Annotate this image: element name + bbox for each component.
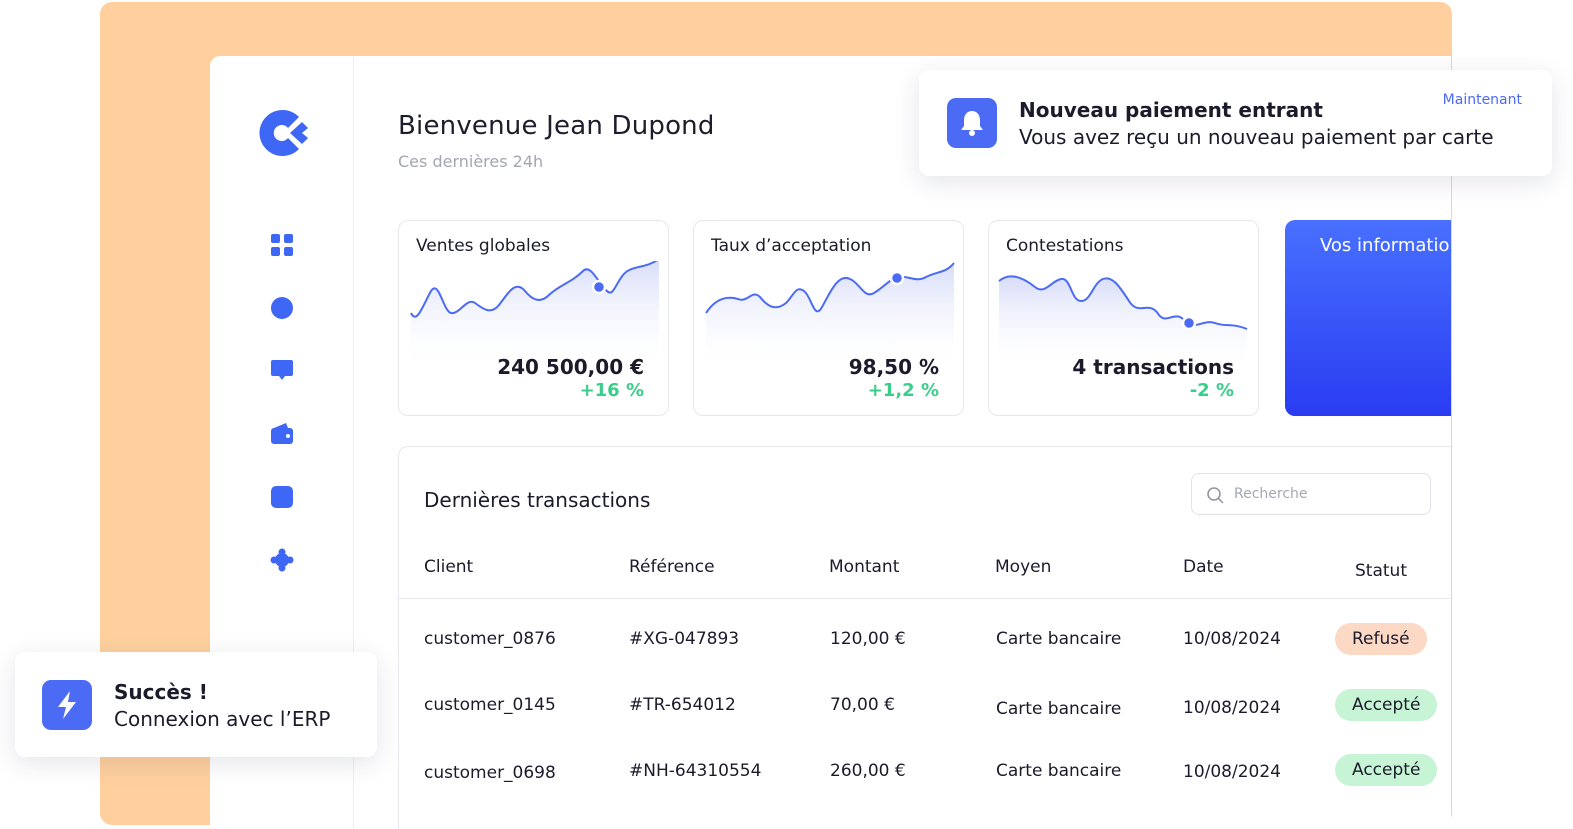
stat-card-title: Contestations — [1006, 236, 1124, 256]
cell-reference: #NH-64310554 — [629, 761, 762, 781]
notification-title: Nouveau paiement entrant — [1019, 98, 1323, 122]
stat-card-acceptance[interactable]: Taux d’acceptation 98,50 % +1,2 % — [693, 220, 964, 416]
cell-method: Carte bancaire — [996, 629, 1122, 649]
stat-card-title: Taux d’acceptation — [711, 236, 872, 256]
wallet-icon — [271, 423, 293, 444]
success-text: Connexion avec l’ERP — [114, 707, 331, 731]
info-card[interactable]: Vos informatio — [1285, 220, 1451, 416]
notification-toast[interactable]: Nouveau paiement entrant Vous avez reçu … — [919, 70, 1552, 176]
column-header-status[interactable]: Statut — [1355, 561, 1407, 581]
cell-method: Carte bancaire — [996, 761, 1122, 781]
sparkline-marker — [889, 270, 905, 286]
stat-card-delta: +1,2 % — [867, 380, 939, 401]
page-title: Bienvenue Jean Dupond — [398, 111, 715, 141]
sidebar — [210, 56, 354, 829]
cell-amount: 260,00 € — [830, 761, 906, 781]
stat-card-value: 4 transactions — [1072, 355, 1234, 379]
puzzle-icon — [270, 548, 294, 572]
cell-date: 10/08/2024 — [1183, 698, 1281, 718]
bell-icon — [961, 111, 983, 136]
stat-card-value: 240 500,00 € — [497, 355, 644, 379]
square-icon — [271, 486, 293, 508]
notification-time: Maintenant — [1442, 92, 1522, 108]
transactions-panel: Dernières transactions Client Référence … — [398, 446, 1451, 829]
chat-icon — [271, 360, 293, 380]
sparkline-disputes — [998, 275, 1248, 371]
column-header-date[interactable]: Date — [1183, 557, 1224, 577]
cell-reference: #TR-654012 — [629, 695, 736, 715]
info-card-title: Vos informatio — [1320, 235, 1450, 256]
success-toast[interactable]: Succès ! Connexion avec l’ERP — [15, 652, 377, 757]
cell-reference: #XG-047893 — [629, 629, 740, 649]
sidebar-item-messages[interactable] — [268, 356, 296, 384]
stat-card-delta: -2 % — [1189, 380, 1234, 401]
sparkline-acceptance — [705, 262, 955, 371]
brand-logo-icon[interactable] — [258, 108, 308, 158]
search-input[interactable] — [1234, 482, 1419, 506]
lightning-icon — [58, 691, 76, 719]
sidebar-item-cards[interactable] — [268, 483, 296, 511]
success-icon-box — [42, 680, 92, 730]
stat-card-sales[interactable]: Ventes globales 240 500,00 € +16 % — [398, 220, 669, 416]
cell-method: Carte bancaire — [996, 699, 1122, 719]
cell-client: customer_0145 — [424, 695, 556, 715]
cell-amount: 120,00 € — [830, 629, 906, 649]
search-icon — [1207, 487, 1224, 504]
sidebar-item-dashboard[interactable] — [268, 231, 296, 259]
stat-card-disputes[interactable]: Contestations 4 transactions -2 % — [988, 220, 1259, 416]
sidebar-item-wallet[interactable] — [268, 420, 296, 448]
header-divider — [399, 598, 1451, 599]
sidebar-item-reports[interactable] — [268, 294, 296, 322]
transactions-title: Dernières transactions — [424, 488, 651, 512]
cell-date: 10/08/2024 — [1183, 762, 1281, 782]
search-box[interactable] — [1191, 473, 1431, 515]
column-header-client[interactable]: Client — [424, 557, 474, 577]
status-badge: Accepté — [1335, 754, 1438, 786]
grid-icon — [271, 234, 293, 256]
cell-date: 10/08/2024 — [1183, 629, 1281, 649]
app-window: Bienvenue Jean Dupond Ces dernières 24h … — [210, 56, 1451, 829]
column-header-amount[interactable]: Montant — [829, 557, 900, 577]
page-subtitle: Ces dernières 24h — [398, 152, 544, 171]
notification-icon-box — [947, 98, 997, 148]
cell-amount: 70,00 € — [830, 695, 895, 715]
status-badge: Refusé — [1335, 623, 1427, 655]
sparkline-marker — [1181, 315, 1197, 331]
circle-icon — [271, 297, 293, 319]
sparkline-marker — [591, 279, 607, 295]
status-badge: Accepté — [1335, 689, 1438, 721]
sparkline-sales — [410, 261, 659, 371]
stat-card-value: 98,50 % — [848, 355, 939, 379]
stat-card-delta: +16 % — [579, 380, 644, 401]
cell-client: customer_0876 — [424, 629, 556, 649]
success-title: Succès ! — [114, 680, 208, 704]
sidebar-item-integrations[interactable] — [268, 546, 296, 574]
notification-text: Vous avez reçu un nouveau paiement par c… — [1019, 125, 1494, 149]
column-header-reference[interactable]: Référence — [629, 557, 715, 577]
cell-client: customer_0698 — [424, 763, 556, 783]
column-header-method[interactable]: Moyen — [995, 557, 1052, 577]
stat-card-title: Ventes globales — [416, 236, 551, 256]
